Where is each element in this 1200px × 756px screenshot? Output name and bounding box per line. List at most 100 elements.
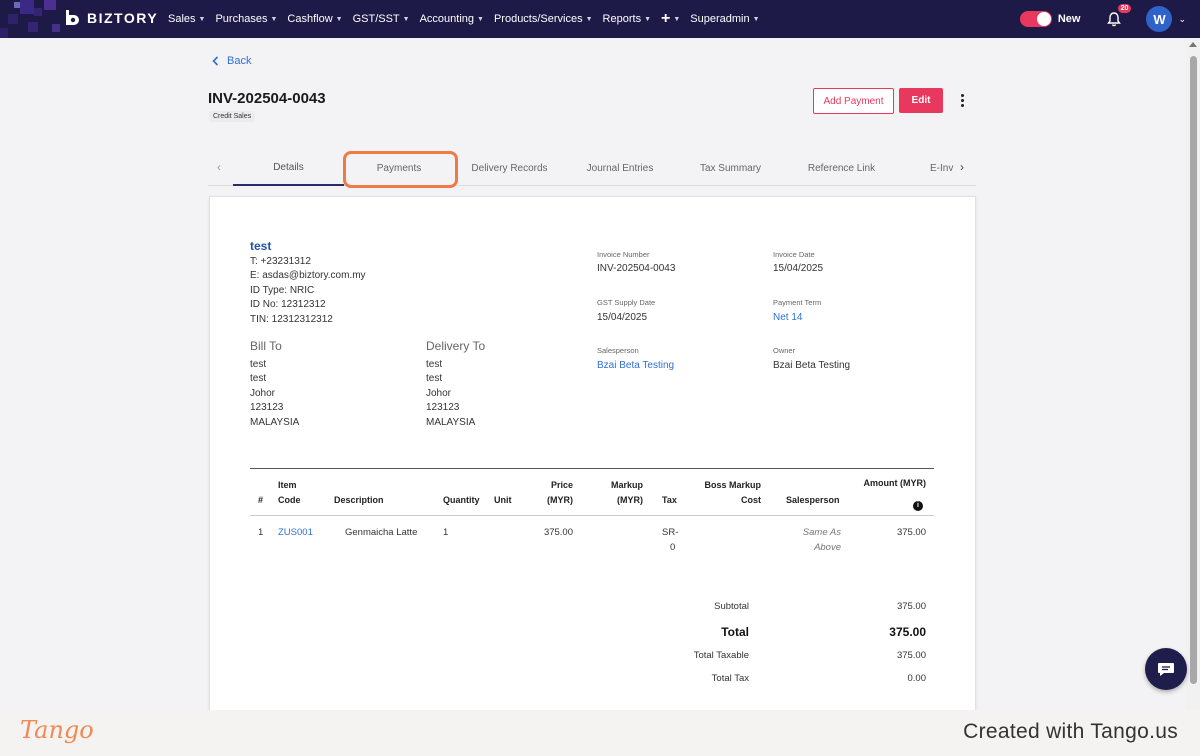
nav-purchases[interactable]: Purchases ▼: [215, 13, 277, 25]
col-header-number: #: [258, 495, 264, 505]
tab-tax-summary[interactable]: Tax Summary: [699, 162, 762, 174]
tab-details[interactable]: Details: [233, 150, 344, 186]
nav-superadmin[interactable]: Superadmin ▼: [690, 13, 759, 25]
created-with-tango: Created with Tango.us: [963, 720, 1178, 743]
navbar-right: New 20 W ⌄: [1019, 0, 1186, 38]
bill-to-line: 123123: [250, 402, 284, 413]
scroll-thumb[interactable]: [1190, 56, 1197, 684]
nav-cashflow[interactable]: Cashflow ▼: [287, 13, 342, 25]
amount-info-icon[interactable]: i: [913, 494, 923, 512]
tab-scroll-right-icon[interactable]: ›: [960, 160, 964, 174]
nav-superadmin-label: Superadmin: [690, 13, 750, 25]
salesperson-value[interactable]: Bzai Beta Testing: [597, 360, 675, 371]
bill-to-heading: Bill To: [250, 339, 282, 353]
notification-badge: 20: [1117, 4, 1132, 13]
biztory-logo-icon: [66, 10, 79, 25]
chevron-down-icon[interactable]: ⌄: [1178, 13, 1186, 24]
customer-id-no: ID No: 12312312: [250, 299, 326, 310]
nav-reports[interactable]: Reports ▼: [603, 13, 651, 25]
main-menu: Sales ▼ Purchases ▼ Cashflow ▼ GST/SST ▼ Acc…: [168, 0, 760, 38]
row-description: Genmaicha Latte: [345, 527, 418, 538]
total-taxable-label: Total Taxable: [693, 650, 749, 661]
row-item-code[interactable]: ZUS001: [278, 527, 313, 538]
tab-scroll-left-icon[interactable]: ‹: [217, 160, 221, 174]
nav-sales-label: Sales: [168, 13, 196, 25]
col-header-description: Description: [334, 495, 384, 505]
col-header-boss-markup: Boss Markup: [704, 480, 761, 490]
tab-e-invoice[interactable]: E-Inv: [930, 162, 954, 174]
tab-reference-link[interactable]: Reference Link: [807, 162, 876, 174]
nav-sales[interactable]: Sales ▼: [168, 13, 205, 25]
nav-gst-sst[interactable]: GST/SST ▼: [353, 13, 410, 25]
biztory-logo[interactable]: BIZTORY: [63, 9, 158, 27]
table-header-divider: [250, 515, 934, 516]
salesperson-label: Salesperson: [597, 346, 639, 355]
chat-support-button[interactable]: [1145, 648, 1187, 690]
row-salesperson: Same As: [802, 527, 841, 538]
chevron-down-icon: ▼: [270, 15, 278, 23]
edit-button[interactable]: Edit: [899, 88, 943, 113]
page-scrollbar[interactable]: [1186, 38, 1200, 710]
col-header-tax: Tax: [662, 495, 677, 505]
pixel-pattern: [0, 0, 110, 38]
bill-to-line: test: [250, 373, 267, 384]
nav-gst-sst-label: GST/SST: [352, 13, 400, 25]
invoice-card: [209, 196, 976, 716]
add-payment-button[interactable]: Add Payment: [813, 88, 894, 114]
total-taxable-value: 375.00: [896, 650, 926, 661]
notifications-button[interactable]: 20: [1106, 4, 1132, 27]
row-tax-rate: 0: [670, 542, 676, 553]
tab-payments[interactable]: Payments: [376, 162, 422, 174]
chevron-down-icon: ▼: [585, 15, 593, 23]
chevron-down-icon: ▼: [402, 15, 410, 23]
more-options-icon[interactable]: [957, 94, 967, 110]
plus-icon: +: [661, 10, 671, 27]
back-link[interactable]: Back: [212, 55, 251, 67]
col-header-amount: Amount (MYR): [863, 478, 927, 488]
brand-name: BIZTORY: [87, 10, 159, 26]
chevron-down-icon: ▼: [335, 15, 343, 23]
total-value: 375.00: [889, 625, 926, 639]
col-header-unit: Unit: [494, 495, 512, 505]
payment-term-value[interactable]: Net 14: [773, 312, 803, 323]
scroll-up-arrow-icon[interactable]: [1189, 42, 1197, 47]
col-header-salesperson: Salesperson: [786, 495, 840, 505]
nav-quick-add[interactable]: + ▼: [661, 11, 680, 27]
nav-reports-label: Reports: [602, 13, 642, 25]
tango-logo: Tango: [20, 716, 94, 744]
customer-name[interactable]: test: [250, 239, 272, 253]
tab-journal-entries[interactable]: Journal Entries: [586, 162, 654, 174]
col-header-quantity: Quantity: [443, 495, 480, 505]
nav-purchases-label: Purchases: [215, 13, 268, 25]
invoice-tabs: ‹ Details Payments Delivery Records Jour…: [208, 150, 976, 186]
tab-delivery-records[interactable]: Delivery Records: [471, 162, 548, 174]
chevron-down-icon: ▼: [644, 15, 652, 23]
tango-footer: Tango Created with Tango.us: [0, 710, 1200, 756]
chevron-left-icon: [212, 56, 219, 66]
avatar[interactable]: W: [1146, 6, 1173, 32]
col-header-item: Item: [278, 480, 297, 490]
delivery-to-line: test: [426, 373, 443, 384]
toggle-knob: [1036, 12, 1051, 26]
table-top-border: [250, 468, 934, 469]
total-tax-label: Total Tax: [711, 673, 749, 684]
row-salesperson-cont: Above: [814, 542, 841, 553]
row-price: 375.00: [543, 527, 573, 538]
col-header-markup-unit: (MYR): [617, 495, 643, 505]
invoice-date-value: 15/04/2025: [773, 263, 824, 274]
chevron-down-icon: ▼: [673, 15, 681, 23]
owner-label: Owner: [773, 346, 796, 355]
invoice-number-value: INV-202504-0043: [597, 263, 676, 274]
col-header-markup: Markup: [610, 480, 643, 490]
nav-cashflow-label: Cashflow: [287, 13, 333, 25]
new-ui-toggle[interactable]: [1019, 11, 1052, 27]
customer-email: E: asdas@biztory.com.my: [250, 270, 366, 281]
payment-term-label: Payment Term: [773, 298, 822, 307]
chevron-down-icon: ▼: [198, 15, 206, 23]
bell-icon: [1107, 12, 1122, 27]
bill-to-line: test: [250, 359, 267, 370]
nav-products-services[interactable]: Products/Services ▼: [494, 13, 593, 25]
nav-accounting[interactable]: Accounting ▼: [420, 13, 484, 25]
chevron-down-icon: ▼: [752, 15, 760, 23]
col-header-price: Price: [550, 480, 573, 490]
